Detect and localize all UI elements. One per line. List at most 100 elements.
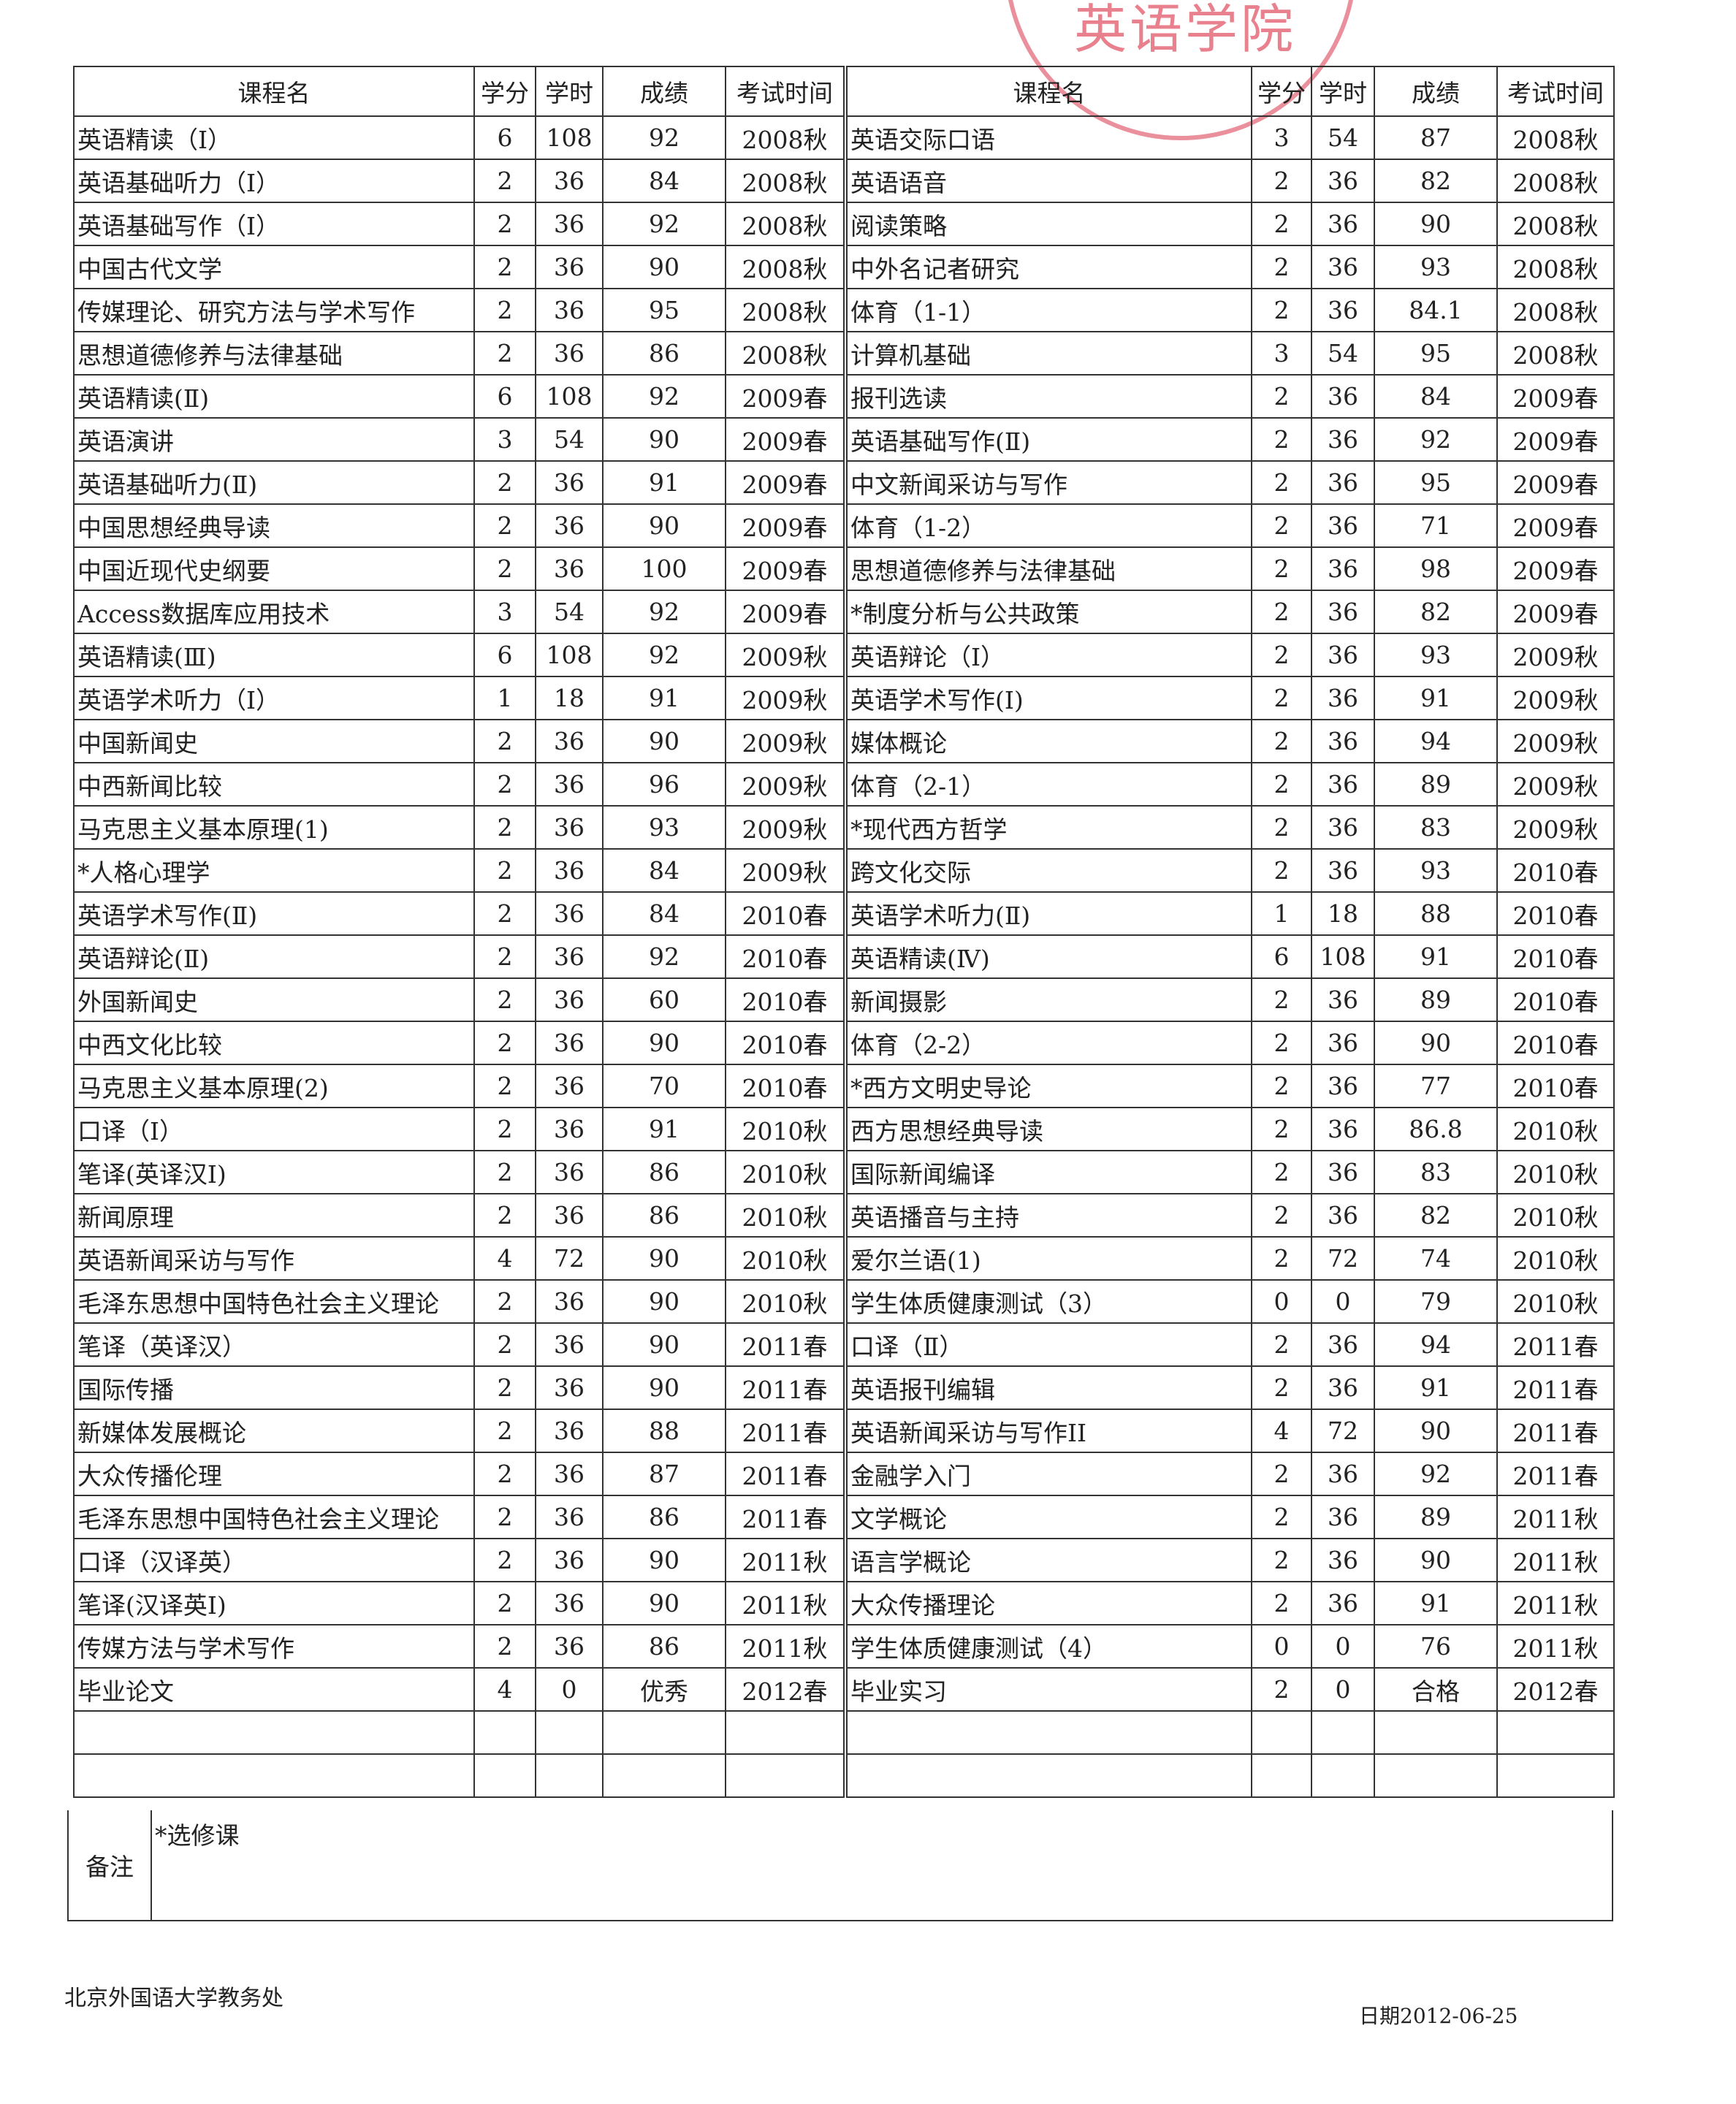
course-name-cell: 新闻摄影 [845, 977, 1252, 1022]
grade-cell: 92 [1374, 1452, 1498, 1496]
credits-cell: 2 [1251, 460, 1312, 505]
grade-cell: 91 [602, 460, 726, 505]
course-name-cell: 英语基础听力（Ⅰ） [73, 159, 475, 203]
course-name-cell: 英语基础写作（Ⅰ） [73, 202, 475, 246]
credits-cell: 2 [1251, 1667, 1312, 1712]
grade-cell: 90 [602, 1322, 726, 1367]
credits-cell: 2 [1251, 1452, 1312, 1496]
exam-term-cell: 2008秋 [725, 331, 848, 376]
course-name-cell: 英语学术写作(Ⅰ) [845, 676, 1252, 720]
exam-term-cell: 2008秋 [1496, 115, 1615, 160]
exam-term-cell: 2009秋 [1496, 719, 1615, 763]
credits-cell: 2 [473, 245, 536, 289]
grade-cell: 79 [1374, 1279, 1498, 1324]
credits-cell: 2 [1251, 202, 1312, 246]
course-name-cell: *制度分析与公共政策 [845, 590, 1252, 634]
hours-cell [535, 1710, 604, 1755]
grade-cell [1374, 1710, 1498, 1755]
credits-cell: 2 [473, 1193, 536, 1238]
credits-cell: 3 [473, 417, 536, 462]
course-name-cell: *人格心理学 [73, 848, 475, 893]
exam-term-cell: 2011秋 [725, 1624, 848, 1669]
course-name-cell: 口译（Ⅱ） [845, 1322, 1252, 1367]
remarks-text: *选修课 [155, 1821, 240, 1850]
hours-cell: 36 [1311, 460, 1375, 505]
grade-cell: 91 [1374, 934, 1498, 979]
grade-cell [602, 1710, 726, 1755]
grade-cell: 94 [1374, 719, 1498, 763]
table-row: 毛泽东思想中国特色社会主义理论 2 36 86 2011春 文学概论 2 36 89 2011秋 [73, 1495, 1615, 1539]
hours-cell: 36 [1311, 633, 1375, 677]
course-name-cell: 英语精读(Ⅲ) [73, 633, 475, 677]
grade-cell: 83 [1374, 1150, 1498, 1194]
table-row: 英语基础听力（Ⅰ） 2 36 84 2008秋 英语语音 2 36 82 2008秋 [73, 159, 1615, 203]
credits-cell: 2 [1251, 1322, 1312, 1367]
exam-term-cell: 2011春 [725, 1409, 848, 1453]
table-row: 马克思主义基本原理(2) 2 36 70 2010春 *西方文明史导论 2 36 77 2010春 [73, 1064, 1615, 1108]
course-name-cell: 英语新闻采访与写作 [73, 1236, 475, 1281]
table-row: 外国新闻史 2 36 60 2010春 新闻摄影 2 36 89 2010春 [73, 977, 1615, 1022]
credits-cell: 4 [1251, 1409, 1312, 1453]
course-name-cell: 媒体概论 [845, 719, 1252, 763]
grade-cell: 98 [1374, 546, 1498, 591]
course-name-cell: 中外名记者研究 [845, 245, 1252, 289]
grade-cell: 92 [602, 934, 726, 979]
course-name-cell: 英语报刊编辑 [845, 1365, 1252, 1410]
table-row: 英语基础听力(Ⅱ) 2 36 91 2009春 中文新闻采访与写作 2 36 95 2009春 [73, 460, 1615, 505]
hours-cell: 36 [535, 1624, 604, 1669]
grade-cell [602, 1753, 726, 1798]
course-name-cell: 英语基础写作(Ⅱ) [845, 417, 1252, 462]
grade-cell: 91 [1374, 676, 1498, 720]
exam-term-cell: 2011春 [1496, 1409, 1615, 1453]
hours-cell: 36 [1311, 1193, 1375, 1238]
hours-cell: 36 [1311, 288, 1375, 332]
exam-term-cell: 2009秋 [725, 719, 848, 763]
table-row: 中国新闻史 2 36 90 2009秋 媒体概论 2 36 94 2009秋 [73, 719, 1615, 763]
course-name-cell: 英语精读（Ⅰ） [73, 115, 475, 160]
table-row: Access数据库应用技术 3 54 92 2009春 *制度分析与公共政策 2 36 82 20… [73, 590, 1615, 634]
exam-term-cell: 2010春 [725, 1064, 848, 1108]
exam-term-cell: 2011秋 [725, 1581, 848, 1625]
hours-cell: 0 [535, 1667, 604, 1712]
exam-term-cell: 2010春 [1496, 891, 1615, 936]
exam-term-cell [725, 1753, 848, 1798]
grade-cell: 90 [602, 1581, 726, 1625]
course-name-cell: 思想道德修养与法律基础 [845, 546, 1252, 591]
exam-term-cell: 2011秋 [725, 1538, 848, 1582]
hours-cell: 36 [1311, 1064, 1375, 1108]
credits-cell: 2 [473, 546, 536, 591]
credits-cell: 2 [473, 1624, 536, 1669]
exam-term-cell: 2009秋 [1496, 633, 1615, 677]
course-name-cell: 英语新闻采访与写作II [845, 1409, 1252, 1453]
credits-cell: 2 [473, 1365, 536, 1410]
grade-cell: 95 [1374, 460, 1498, 505]
table-row: 口译（汉译英） 2 36 90 2011秋 语言学概论 2 36 90 2011秋 [73, 1538, 1615, 1582]
credits-cell: 2 [473, 1495, 536, 1539]
course-name-cell: 体育（2-2） [845, 1021, 1252, 1065]
hours-cell: 36 [1311, 719, 1375, 763]
credits-cell: 2 [1251, 590, 1312, 634]
grade-cell: 91 [1374, 1581, 1498, 1625]
credits-cell: 2 [473, 977, 536, 1022]
course-name-cell: 英语学术听力(Ⅱ) [845, 891, 1252, 936]
grade-cell: 84.1 [1374, 288, 1498, 332]
exam-term-cell: 2008秋 [1496, 288, 1615, 332]
hours-cell: 36 [535, 1538, 604, 1582]
course-name-cell: 传媒理论、研究方法与学术写作 [73, 288, 475, 332]
exam-term-cell: 2010秋 [725, 1236, 848, 1281]
exam-term-cell: 2011春 [725, 1322, 848, 1367]
grade-cell: 89 [1374, 1495, 1498, 1539]
grade-cell: 92 [602, 115, 726, 160]
course-name-cell: 跨文化交际 [845, 848, 1252, 893]
course-name-cell: 英语播音与主持 [845, 1193, 1252, 1238]
credits-cell: 3 [1251, 331, 1312, 376]
exam-term-cell: 2009春 [1496, 460, 1615, 505]
exam-term-cell: 2008秋 [725, 288, 848, 332]
credits-cell: 3 [1251, 115, 1312, 160]
course-name-cell: 马克思主义基本原理(2) [73, 1064, 475, 1108]
course-name-cell: 爱尔兰语(1) [845, 1236, 1252, 1281]
credits-cell: 2 [473, 331, 536, 376]
table-row: 口译（Ⅰ） 2 36 91 2010秋 西方思想经典导读 2 36 86.8 2010秋 [73, 1107, 1615, 1151]
grade-cell: 90 [602, 1279, 726, 1324]
course-name-cell: 大众传播伦理 [73, 1452, 475, 1496]
